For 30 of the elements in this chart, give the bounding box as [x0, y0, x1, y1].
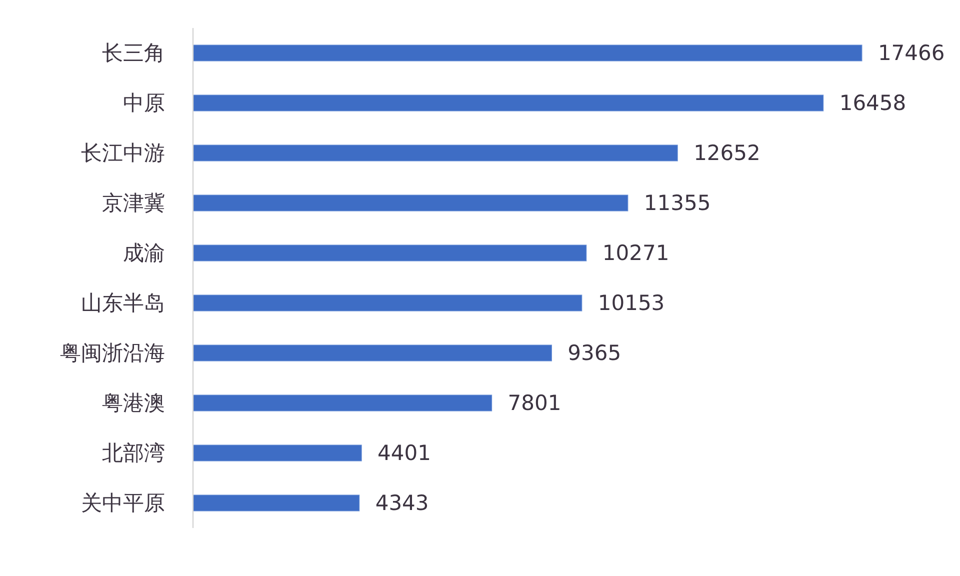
data-label: 17466 [878, 41, 945, 65]
bar [192, 494, 360, 512]
bar [192, 294, 582, 312]
y-tick-label: 北部湾 [102, 441, 165, 465]
data-label: 4343 [375, 491, 429, 515]
y-tick-label: 山东半岛 [81, 291, 165, 315]
data-label: 7801 [508, 391, 562, 415]
data-label: 10153 [598, 291, 665, 315]
data-label: 10271 [602, 241, 670, 265]
data-label: 9365 [568, 341, 622, 365]
bar [192, 194, 628, 212]
bar [192, 44, 862, 62]
y-tick-label: 京津冀 [102, 191, 165, 215]
y-tick-label: 中原 [123, 91, 165, 115]
bar [192, 244, 587, 262]
y-tick-label: 成渝 [123, 241, 165, 265]
y-tick-label: 关中平原 [81, 491, 165, 515]
bar [192, 144, 678, 162]
bar [192, 444, 362, 462]
data-label: 11355 [644, 191, 711, 215]
bar [192, 344, 552, 362]
bar [192, 94, 824, 112]
y-tick-label: 长江中游 [81, 141, 165, 165]
bar [192, 394, 492, 412]
data-label: 16458 [839, 91, 906, 115]
y-tick-label: 长三角 [102, 41, 165, 65]
data-label: 12652 [694, 141, 760, 165]
y-tick-label: 粤闽浙沿海 [60, 341, 165, 365]
data-label: 4401 [378, 441, 432, 465]
y-tick-label: 粤港澳 [102, 391, 165, 415]
